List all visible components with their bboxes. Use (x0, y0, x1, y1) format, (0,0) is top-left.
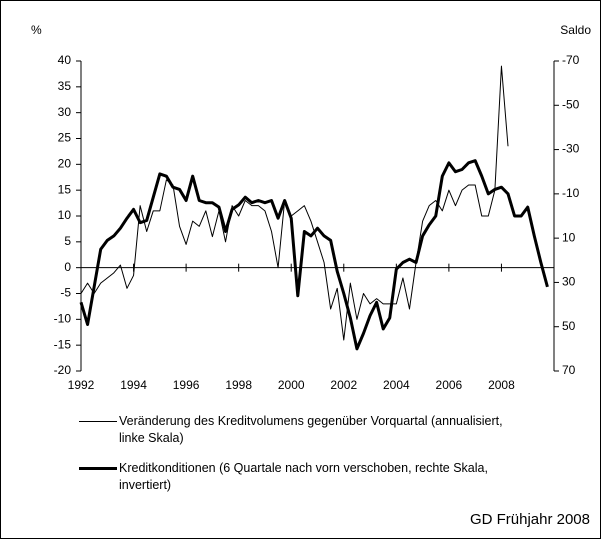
y2-tick-label: -70 (562, 53, 580, 67)
y2-tick-label: -10 (562, 186, 580, 200)
y2-tick-label: 10 (562, 230, 576, 244)
legend-label: Veränderung des Kreditvolumens gegenüber… (119, 414, 503, 445)
legend-entry: Veränderung des Kreditvolumens gegenüber… (79, 413, 519, 447)
y-tick-label: -20 (54, 363, 72, 377)
x-tick-label: 2006 (436, 378, 463, 391)
x-tick-label: 1998 (225, 378, 252, 391)
y-tick-label: 30 (58, 105, 72, 119)
y2-axis-label: Saldo (560, 23, 591, 37)
y-tick-label: 20 (58, 157, 72, 171)
y-tick-label: 35 (58, 79, 72, 93)
x-tick-label: 1992 (68, 378, 95, 391)
series-line (80, 65, 509, 341)
x-tick-label: 1996 (173, 378, 200, 391)
y-tick-label: -10 (54, 312, 72, 326)
legend-label: Kreditkonditionen (6 Quartale nach vorn … (119, 461, 488, 492)
y-tick-label: 10 (58, 208, 72, 222)
x-tick-label: 2008 (488, 378, 515, 391)
y-tick-label: -15 (54, 337, 72, 351)
y-tick-label: 5 (64, 234, 71, 248)
y2-tick-label: 50 (562, 319, 576, 333)
y2-tick-label: -50 (562, 97, 580, 111)
x-tick-label: 2002 (330, 378, 357, 391)
y2-tick-label: 70 (562, 363, 576, 377)
y-tick-label: 40 (58, 53, 72, 67)
note: GD Frühjahr 2008 (469, 511, 590, 528)
legend-swatch (79, 421, 117, 422)
y2-tick-label: 30 (562, 275, 576, 289)
x-tick-label: 2000 (278, 378, 305, 391)
y-tick-label: 0 (64, 260, 71, 274)
y-tick-label: 25 (58, 131, 72, 145)
x-tick-label: 2004 (383, 378, 410, 391)
y-tick-label: 15 (58, 182, 72, 196)
y-tick-label: -5 (60, 286, 71, 300)
y2-tick-label: -30 (562, 142, 580, 156)
y-axis-label: % (31, 23, 42, 37)
legend-swatch (79, 467, 117, 470)
x-tick-label: 1994 (120, 378, 147, 391)
legend-entry: Kreditkonditionen (6 Quartale nach vorn … (79, 460, 519, 494)
series-line (79, 159, 549, 351)
